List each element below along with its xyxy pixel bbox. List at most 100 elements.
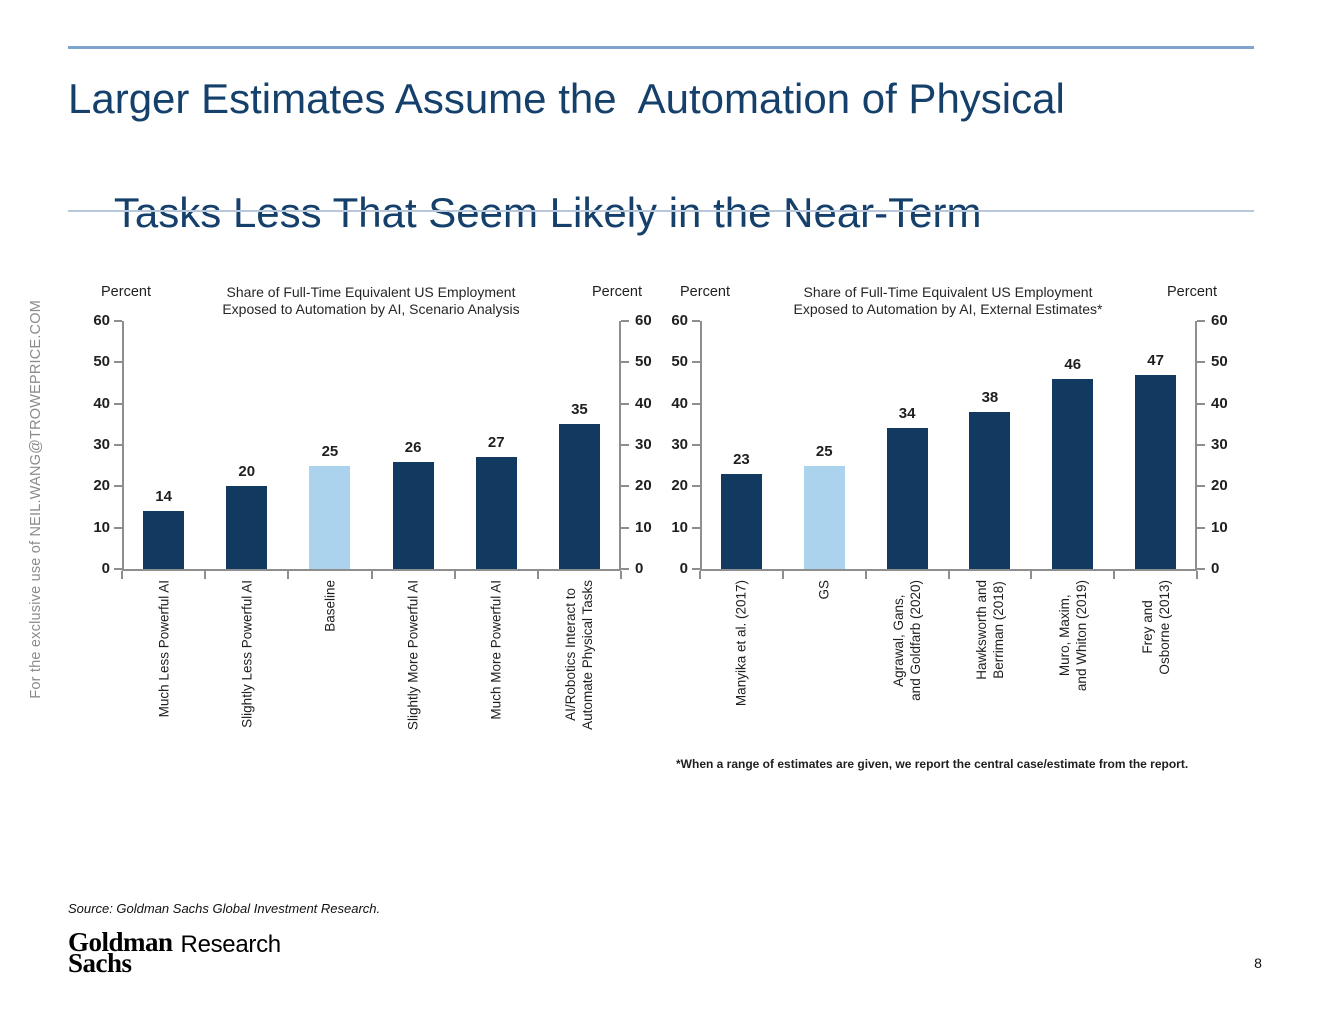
y-axis-tick-label-left: 30 [671,436,688,453]
x-axis-category-label: Frey and Osborne (2013) [1139,580,1172,675]
goldman-sachs-wordmark: Goldman Sachs [68,929,173,977]
y-axis-tick-label-right: 20 [1211,477,1228,495]
bar-value-label: 35 [571,401,588,418]
x-axis-tick [536,571,539,579]
y-axis-tick [621,361,629,364]
bar [720,474,762,569]
bar [475,457,517,569]
bar-value-label: 20 [238,463,256,480]
y-axis-tick-label-right: 0 [635,560,644,577]
y-axis-tick-label-left: 10 [671,518,688,536]
x-axis-tick [699,571,701,579]
bar [226,486,268,569]
y-axis-tick [114,444,122,446]
y-axis-tick-label-left: 20 [93,477,110,495]
x-axis-tick [947,571,950,579]
y-axis-tick [114,361,122,364]
y-axis-tick [692,361,700,364]
research-wordmark: Research [180,931,282,958]
y-axis-tick-label-left: 0 [679,560,688,577]
page-title-line1: Larger Estimates Assume the Automation o… [68,75,1065,122]
y-axis-tick [621,568,629,570]
y-axis-tick [621,526,629,529]
y-axis-tick-label-right: 20 [635,477,652,495]
bar-value-label: 27 [487,434,505,451]
x-axis-category-label: AI/Robotics Interact to Automate Physica… [563,580,596,730]
x-axis-tick [1196,571,1198,579]
page-title: Larger Estimates Assume the Automation o… [68,70,1268,298]
y-axis-tick [114,526,122,529]
y-axis-tick [114,320,122,322]
x-axis-category-label: Baseline [322,580,338,632]
x-axis-tick [864,571,867,579]
x-axis-category-label: Agrawal, Gans, and Goldfarb (2020) [891,580,924,701]
y-axis-tick-label-right: 30 [1211,436,1228,453]
title-bottom-rule [68,210,1254,212]
goldman-sachs-research-logo: Goldman Sachs Research [68,929,282,977]
bar [558,424,600,569]
x-axis-tick [1113,571,1116,579]
y-axis-tick [114,485,122,488]
y-axis-tick [1197,320,1205,322]
bar-value-label: 25 [815,443,833,460]
y-axis-tick-label-left: 0 [101,560,110,577]
y-axis-tick [621,402,629,405]
y-axis-tick [692,320,700,322]
bar-value-label: 26 [404,439,422,456]
chart-footnote: *When a range of estimates are given, we… [676,757,1189,771]
y-axis-tick [1197,361,1205,364]
bar [969,412,1011,569]
bar [143,511,185,569]
bar-value-label: 23 [733,451,750,468]
y-axis-tick-label-left: 30 [93,436,110,453]
y-axis-tick [692,402,700,405]
y-axis-tick-label-right: 50 [1211,353,1228,371]
y-axis-tick [692,444,700,446]
bar [309,466,351,569]
bar [1052,379,1094,569]
y-axis-tick [692,568,700,570]
y-axis-tick [692,485,700,488]
y-axis-tick-label-left: 40 [93,394,110,412]
x-axis-category-label: Much Less Powerful AI [156,580,172,718]
bar-value-label: 38 [981,389,999,406]
logo-line2: Sachs [68,948,132,978]
y-axis-tick-label-right: 10 [1211,518,1228,536]
y-axis-tick-label-left: 20 [671,477,688,495]
y-axis-tick-label-right: 40 [1211,394,1228,412]
bar [1135,375,1177,569]
y-axis-tick [1197,485,1205,488]
bar [392,462,434,569]
y-axis-tick [1197,444,1205,446]
x-axis-category-label: Much More Powerful AI [488,580,504,720]
x-axis-tick [781,571,784,579]
x-axis-tick [453,571,456,579]
exclusive-use-watermark: For the exclusive use of NEIL.WANG@TROWE… [28,300,44,699]
y-axis-tick [1197,568,1205,570]
x-axis-category-label: Hawksworth and Berriman (2018) [973,580,1006,680]
y-axis-tick-label-right: 10 [635,518,652,536]
plot-area [700,321,1197,571]
x-axis-tick [121,571,123,579]
bar-value-label: 25 [321,443,339,460]
y-axis-tick [1197,402,1205,405]
x-axis-tick [287,571,290,579]
plot-area [122,321,621,571]
bar-value-label: 34 [898,405,916,422]
y-axis-tick [621,320,629,322]
x-axis-category-label: Slightly More Powerful AI [405,580,421,731]
x-axis-tick [370,571,373,579]
y-axis-tick [1197,526,1205,529]
y-axis-tick [114,402,122,405]
logo-line1: Goldman [68,927,173,957]
y-axis-tick-label-left: 50 [93,353,110,371]
x-axis-tick [204,571,207,579]
title-top-rule [68,46,1254,49]
y-axis-tick-label-left: 40 [671,394,688,412]
x-axis-tick [1030,571,1033,579]
y-axis-tick-label-right: 60 [635,312,652,329]
source-line: Source: Goldman Sachs Global Investment … [68,901,381,916]
y-axis-tick-label-right: 40 [635,394,652,412]
bar-value-label: 14 [155,488,172,505]
